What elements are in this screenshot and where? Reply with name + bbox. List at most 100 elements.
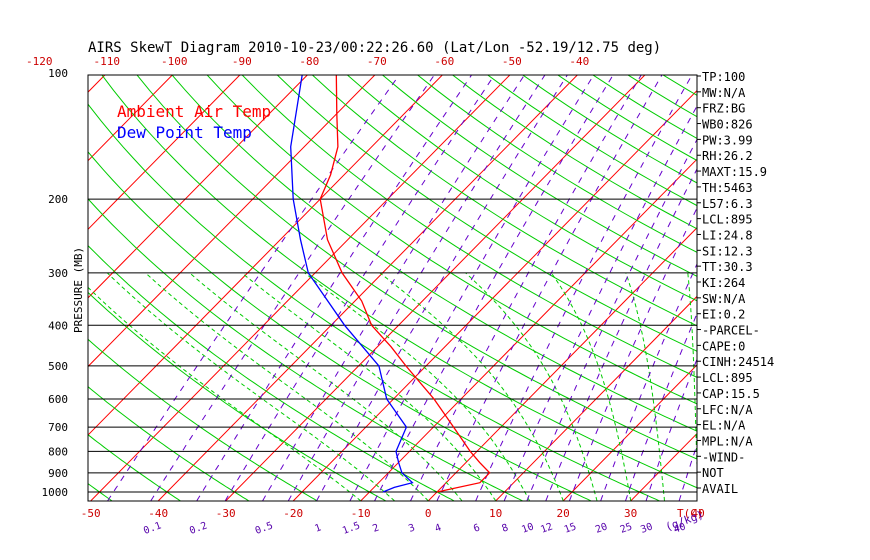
bottom-temp-tick-label: 10 (489, 507, 502, 520)
isotherm-line (88, 75, 443, 436)
index-label: -PARCEL- (702, 324, 760, 338)
mixing-ratio-label: 0.1 (142, 520, 163, 537)
index-label: MAXT:15.9 (702, 165, 767, 179)
mixing-ratio-line (545, 167, 697, 501)
index-label: SW:N/A (702, 292, 746, 306)
mixing-ratio-label: 3 (407, 522, 416, 534)
dry-adiabat-line (486, 75, 697, 207)
mixing-ratio-line (349, 75, 595, 501)
index-label: NOT (702, 466, 724, 480)
isotherm-line (88, 75, 376, 368)
legend-entry-ambient: Ambient Air Temp (117, 102, 271, 121)
top-temp-tick-label: -80 (299, 55, 319, 68)
dry-adiabat-line (88, 103, 660, 501)
chart-title: AIRS SkewT Diagram 2010-10-23/00:22:26.6… (88, 40, 661, 56)
index-label: TP:100 (702, 70, 745, 84)
index-label: FRZ:BG (702, 102, 745, 116)
mixing-ratio-label: 15 (563, 521, 578, 535)
bottom-temp-tick-label: 0 (425, 507, 432, 520)
index-label: TT:30.3 (702, 260, 753, 274)
mixing-ratio-label: 25 (619, 521, 634, 535)
moist-adiabat-line (241, 272, 497, 501)
dry-adiabat-line (88, 482, 113, 501)
top-temp-tick-label: -50 (502, 55, 522, 68)
mixing-ratio-line (526, 138, 697, 501)
mixing-ratio-line (224, 75, 495, 501)
moist-adiabat-line (550, 272, 632, 501)
moist-adiabat-line (465, 272, 598, 501)
legend-entry-dewpoint: Dew Point Temp (117, 123, 252, 142)
pressure-labels: 100 200 300 400 500 600 700 800 900 1000 (42, 67, 69, 499)
index-label: LI:24.8 (702, 228, 753, 242)
top-temp-tick-label: -90 (232, 55, 252, 68)
dry-adiabat-line (0, 73, 44, 501)
profile-line (319, 75, 491, 493)
mixing-ratio-line (568, 206, 697, 501)
moist-adiabat-line (145, 272, 429, 501)
plot-frame (87, 74, 698, 502)
index-label: PW:3.99 (702, 133, 753, 147)
isotherm-line (157, 75, 578, 501)
mixing-ratio-line (410, 75, 642, 501)
index-label: AVAIL (702, 482, 738, 496)
mixing-ratio-line (262, 75, 525, 501)
isotherm-line (292, 89, 697, 501)
mixing-ratio-line (374, 75, 614, 501)
moist-adiabat-line (304, 272, 530, 501)
pressure-tick-label: 700 (48, 421, 68, 434)
y-axis-label: PRESSURE (MB) (72, 247, 85, 333)
mixing-ratio-label: 0.2 (188, 520, 209, 537)
legend: Ambient Air Temp Dew Point Temp (117, 102, 271, 142)
moist-adiabat-line (379, 272, 564, 501)
index-label: LCL:895 (702, 213, 753, 227)
dry-adiabat-line (88, 338, 318, 501)
isotherm-line (0, 75, 37, 501)
isotherm-line (90, 75, 511, 501)
bottom-temp-tick-label: 20 (557, 507, 570, 520)
bottom-temp-tick-label: 40 (692, 507, 705, 520)
bottom-temp-tick-label: 30 (624, 507, 637, 520)
pressure-tick-label: 900 (48, 467, 68, 480)
pressure-tick-label: 100 (48, 67, 68, 80)
top-temp-labels: -120 -110 -100 -90 -80 -70 -60 -50 -40 (26, 55, 589, 68)
mixing-ratio-label: 1 (313, 522, 322, 534)
index-label: MPL:N/A (702, 434, 753, 448)
dry-adiabat-line (276, 75, 697, 352)
profile-line (290, 75, 414, 493)
dry-adiabat-line (311, 75, 697, 327)
mixing-ratio-label: 10 (520, 521, 535, 535)
dry-adiabat-line (381, 75, 697, 277)
pressure-tick-label: 200 (48, 193, 68, 206)
background-lines (0, 73, 870, 501)
pressure-tick-label: 1000 (42, 486, 69, 499)
dry-adiabat-line (346, 75, 697, 302)
dry-adiabat-line (101, 75, 697, 489)
top-temp-tick-label: -100 (161, 55, 188, 68)
mixing-ratio-line (316, 75, 568, 501)
index-label: RH:26.2 (702, 149, 753, 163)
index-label: EL:N/A (702, 419, 746, 433)
moist-adiabat-line (106, 272, 395, 501)
dry-adiabat-line (88, 151, 592, 501)
isotherm-line (833, 75, 870, 501)
index-label: MW:N/A (702, 86, 746, 100)
mixing-ratio-labels: 0.1 0.2 0.5 1 1.5 2 3 4 6 8 10 12 15 20 25 30 40 (142, 520, 687, 537)
top-temp-tick-label: -60 (434, 55, 454, 68)
temp-unit-label: T(C) (677, 507, 704, 520)
index-label: L57:6.3 (702, 197, 753, 211)
dry-adiabat-line (206, 75, 697, 405)
dry-adiabat-line (416, 75, 697, 253)
moist-adiabat-line (687, 272, 697, 481)
pressure-tick-label: 400 (48, 319, 68, 332)
index-label: CAPE:0 (702, 339, 745, 353)
pressure-tick-label: 800 (48, 445, 68, 458)
mixing-ratio-label: 40 (672, 521, 687, 535)
top-temp-tick-label: -120 (26, 55, 53, 68)
dry-adiabat-line (88, 434, 181, 501)
mixing-ratio-line (436, 75, 663, 501)
index-label: -WIND- (702, 450, 745, 464)
mixing-ratio-label: 20 (594, 521, 609, 535)
mixing-ratio-label: 1.5 (341, 520, 362, 537)
mixing-ratio-line (503, 104, 697, 501)
